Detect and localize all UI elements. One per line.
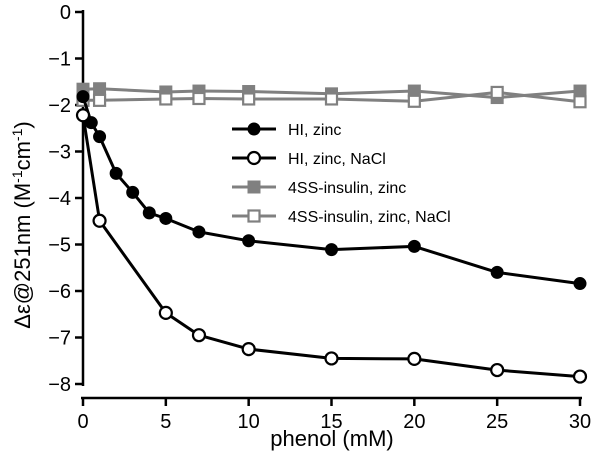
legend-label: HI, zinc	[288, 122, 341, 139]
legend-item: HI, zinc	[232, 122, 341, 139]
y-tick-label: −2	[48, 95, 71, 117]
legend-label: HI, zinc, NaCl	[288, 151, 386, 168]
legend-label: 4SS-insulin, zinc	[288, 180, 406, 197]
data-point	[242, 234, 256, 248]
legend-item: 4SS-insulin, zinc	[232, 180, 406, 197]
y-tick-label: −8	[48, 374, 71, 396]
data-point	[241, 342, 256, 357]
data-point	[158, 305, 173, 320]
data-point	[490, 265, 504, 279]
legend-item: HI, zinc, NaCl	[232, 150, 386, 168]
data-point	[247, 209, 261, 223]
data-point	[92, 93, 107, 107]
y-axis-title-sup1: -1	[9, 170, 25, 183]
x-tick-label: 25	[486, 411, 508, 433]
y-tick-label: −3	[48, 142, 71, 164]
data-point	[490, 85, 504, 100]
data-point	[407, 351, 422, 366]
y-axis-title-end: )	[10, 121, 35, 128]
data-point	[76, 90, 90, 104]
y-axis-title-mid: cm	[10, 141, 35, 170]
x-tick-label: 0	[77, 411, 88, 433]
data-point	[92, 213, 107, 228]
data-point	[93, 130, 107, 144]
y-tick-label: −1	[48, 49, 71, 71]
data-point	[75, 108, 91, 123]
x-tick-label: 30	[569, 411, 591, 433]
data-point	[247, 122, 261, 136]
data-point	[407, 239, 421, 253]
data-point	[490, 362, 505, 378]
data-point	[191, 328, 207, 343]
data-point	[159, 211, 173, 225]
data-point	[246, 150, 262, 166]
data-point	[572, 369, 588, 384]
data-point	[573, 95, 587, 109]
x-axis-title: phenol (mM)	[270, 426, 393, 451]
x-tick-label: 5	[160, 411, 171, 433]
data-point	[192, 91, 206, 106]
data-point	[93, 82, 107, 96]
data-point	[192, 225, 206, 239]
series-0	[76, 90, 587, 291]
y-tick-label: −6	[48, 281, 71, 303]
data-point	[247, 180, 261, 194]
legend-label: 4SS-insulin, zinc, NaCl	[288, 209, 451, 226]
y-axis-title-main: Δε@251nm (M	[10, 183, 35, 329]
y-tick-label: −5	[48, 235, 71, 257]
axes: 0 −1 −2 −3 −4 −5 −6 −7 −8 0 5 10 15 20 25 30	[48, 2, 591, 433]
y-tick-label: 0	[60, 2, 71, 24]
legend-item: 4SS-insulin, zinc, NaCl	[232, 209, 451, 226]
series-1	[75, 108, 588, 384]
data-point	[324, 351, 339, 366]
data-point	[242, 92, 256, 106]
data-point	[159, 92, 173, 106]
y-tick-label: −7	[48, 328, 71, 350]
data-point	[325, 243, 338, 257]
data-point	[109, 166, 123, 180]
y-axis-title: Δε@251nm (M-1cm-1)	[9, 121, 35, 328]
legend: HI, zinc HI, zinc, NaCl 4SS-insulin, zinc 4…	[232, 122, 451, 226]
y-axis-title-sup2: -1	[9, 128, 25, 141]
series-3	[76, 85, 587, 109]
data-point	[573, 277, 587, 291]
data-point	[142, 206, 156, 220]
x-tick-label: 15	[320, 411, 342, 433]
y-tick-label: −4	[48, 188, 71, 210]
x-tick-label: 20	[403, 411, 425, 433]
data-point	[407, 94, 421, 108]
x-tick-label: 10	[238, 411, 260, 433]
plot-area	[75, 82, 588, 384]
data-point	[324, 92, 339, 106]
data-point	[126, 185, 140, 199]
